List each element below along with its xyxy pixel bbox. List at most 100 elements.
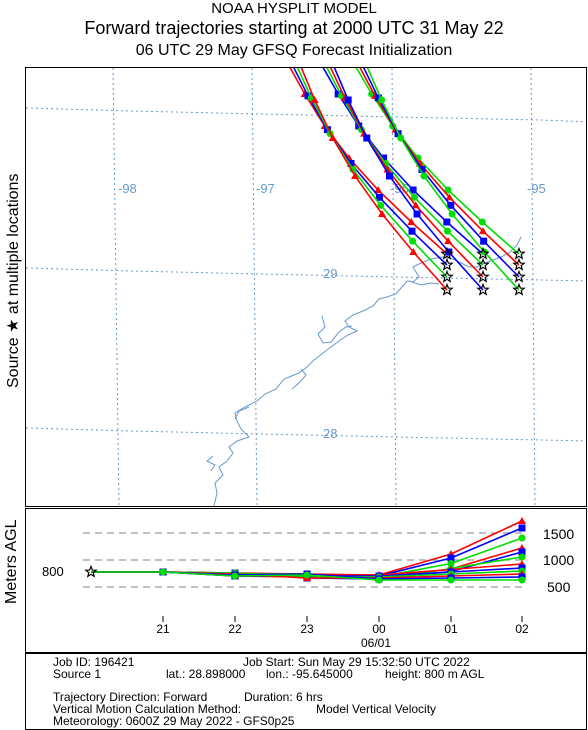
time-label-01: 01 — [444, 622, 458, 636]
trajectory-marker — [386, 172, 393, 180]
duration: Duration: 6 hrs — [244, 690, 323, 704]
source-star-icon — [440, 257, 454, 271]
trajectory-marker — [448, 210, 456, 218]
graticule — [26, 68, 586, 506]
meteorology: Meteorology: 0600Z 29 May 2022 - GFS0p25 — [53, 714, 295, 728]
time-label-00: 00 — [372, 622, 386, 636]
trajectory-marker — [380, 154, 387, 162]
job-info-footer: Job ID: 196421 Job Start: Sun May 29 15:… — [25, 652, 587, 730]
altitude-marker — [518, 576, 526, 584]
trajectory-marker — [377, 201, 385, 209]
trajectory-marker — [411, 201, 420, 209]
trajectory-marker — [409, 248, 418, 255]
source-height: height: 800 m AGL — [385, 667, 485, 681]
trajectory-marker — [375, 193, 383, 201]
lat-label-29: 29 — [323, 266, 337, 281]
trajectory-marker — [418, 166, 426, 173]
altitude-marker — [518, 553, 526, 561]
lon-label-98: -98 — [118, 181, 137, 196]
time-label-02: 02 — [515, 622, 529, 636]
trajectory-marker — [413, 210, 421, 218]
source-star-icon — [440, 269, 454, 283]
trajectory-marker — [304, 92, 312, 100]
trajectory-marker — [374, 186, 383, 193]
model-name: NOAA HYSPLIT MODEL — [211, 0, 377, 17]
source-star-icon — [476, 282, 490, 296]
vertical-method-label: Vertical Motion Calculation Method: — [53, 702, 242, 716]
alt-tick-1000: 1000 — [543, 552, 574, 568]
trajectory-marker — [374, 94, 382, 102]
time-label-23: 23 — [300, 622, 314, 636]
alt-tick-1500: 1500 — [543, 526, 574, 542]
altitude-marker — [303, 571, 311, 579]
altitude-panel[interactable]: 800 1500 1000 500 21 22 23 00 01 02 06/0… — [25, 508, 587, 654]
source-star-icon — [512, 257, 526, 271]
lat-label-28: 28 — [323, 426, 337, 441]
source-number: Source 1 — [53, 667, 102, 681]
source-star-icon — [440, 246, 454, 260]
altitude-canvas: 800 1500 1000 500 21 22 23 00 01 02 06/0… — [42, 517, 574, 650]
altitude-marker — [375, 576, 383, 584]
altitude-marker — [447, 576, 455, 584]
trajectory-direction: Trajectory Direction: Forward — [53, 690, 208, 704]
trajectory-marker — [328, 134, 337, 141]
trajectory-marker — [349, 166, 357, 173]
altitude-marker — [518, 524, 526, 532]
alt-tick-500: 500 — [547, 579, 571, 595]
altitude-marker — [447, 554, 455, 562]
source-latitude: lat.: 28.898000 — [166, 667, 246, 681]
lon-label-97: -97 — [256, 181, 275, 196]
source-star-icon — [440, 282, 454, 296]
source-star-icon — [476, 257, 490, 271]
trajectory-marker — [409, 186, 417, 194]
trajectory-marker — [344, 96, 352, 104]
time-label-21: 21 — [156, 622, 170, 636]
source-star-icon — [476, 269, 490, 283]
trajectory-marker — [347, 160, 355, 167]
trajectory-marker — [445, 193, 454, 201]
source-star-icon — [512, 269, 526, 283]
source-star-icon — [512, 282, 526, 296]
source-longitude: lon.: -95.645000 — [266, 667, 353, 681]
trajectory-marker — [478, 218, 486, 226]
vertical-method-value: Model Vertical Velocity — [316, 702, 437, 716]
date-label: 06/01 — [361, 636, 391, 650]
coastline — [206, 236, 522, 506]
job-id: Job ID: 196421 — [53, 655, 135, 669]
trajectory-marker — [443, 218, 451, 226]
trajectory-marker — [444, 227, 451, 235]
altitude-marker — [447, 560, 455, 567]
trajectory-marker — [410, 193, 418, 201]
trajectory-marker — [363, 134, 371, 142]
trajectory-marker — [444, 237, 453, 245]
trajectory-map[interactable]: -98 -97 -96 -95 29 28 — [25, 67, 587, 507]
source-side-label: Source ★ at multiple locations — [5, 173, 22, 388]
trajectory-marker — [420, 172, 428, 180]
source-star-icon — [512, 246, 526, 260]
trajectory-marker — [334, 90, 342, 98]
lon-label-95: -95 — [527, 181, 546, 196]
source-star-icon — [476, 246, 490, 260]
altitude-marker — [231, 572, 239, 580]
altitude-marker — [518, 517, 526, 524]
start-star-icon — [84, 564, 98, 578]
time-label-22: 22 — [228, 622, 242, 636]
trajectory-marker — [378, 96, 386, 104]
job-start: Job Start: Sun May 29 15:32:50 UTC 2022 — [243, 655, 470, 669]
page-title: Forward trajectories starting at 2000 UT… — [84, 18, 504, 38]
trajectory-marker — [397, 134, 405, 142]
trajectory-marker — [351, 172, 359, 179]
meters-agl-label: Meters AGL — [3, 519, 20, 604]
trajectory-marker — [444, 186, 452, 194]
map-canvas: -98 -97 -96 -95 29 28 — [26, 68, 586, 506]
trajectory-marker — [409, 237, 417, 245]
trajectory-marker — [407, 218, 416, 225]
trajectory-marker — [378, 210, 387, 217]
altitude-marker — [518, 548, 526, 556]
trajectory-marker — [480, 237, 488, 245]
trajectory-marker — [310, 96, 319, 103]
altitude-gridlines — [83, 532, 527, 588]
trajectory-marker — [479, 227, 487, 235]
trajectory-marker — [408, 227, 416, 235]
altitude-marker — [159, 568, 167, 576]
